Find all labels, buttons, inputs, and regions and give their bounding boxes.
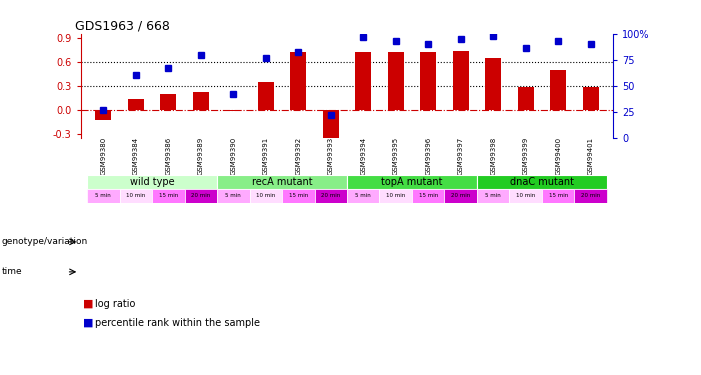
Bar [485, 58, 501, 110]
Text: 15 min: 15 min [418, 193, 438, 198]
Bar [510, 189, 542, 202]
Bar [347, 175, 477, 189]
Text: 15 min: 15 min [158, 193, 178, 198]
Bar [517, 87, 533, 110]
Text: 10 min: 10 min [516, 193, 536, 198]
Text: ■: ■ [83, 299, 93, 309]
Bar [322, 110, 339, 138]
Bar [152, 189, 184, 202]
Bar [315, 189, 347, 202]
Bar [420, 52, 436, 110]
Bar [542, 189, 574, 202]
Bar [282, 189, 315, 202]
Bar [258, 82, 274, 110]
Text: 15 min: 15 min [548, 193, 568, 198]
Bar [217, 189, 250, 202]
Text: GSM99380: GSM99380 [100, 137, 107, 176]
Bar [355, 52, 372, 110]
Text: 10 min: 10 min [256, 193, 275, 198]
Text: ■: ■ [83, 318, 93, 327]
Text: GSM99392: GSM99392 [295, 137, 301, 176]
Bar [250, 189, 282, 202]
Bar [444, 189, 477, 202]
Text: GSM99384: GSM99384 [133, 137, 139, 176]
Text: GSM99389: GSM99389 [198, 137, 204, 176]
Bar [225, 110, 241, 111]
Bar [388, 52, 404, 110]
Text: wild type: wild type [130, 177, 175, 187]
Bar [128, 99, 144, 110]
Text: 20 min: 20 min [321, 193, 341, 198]
Text: 20 min: 20 min [451, 193, 470, 198]
Text: GSM99386: GSM99386 [165, 137, 171, 176]
Text: 5 min: 5 min [485, 193, 501, 198]
Text: recA mutant: recA mutant [252, 177, 313, 187]
Text: GSM99393: GSM99393 [328, 137, 334, 176]
Text: log ratio: log ratio [95, 299, 135, 309]
Text: GSM99401: GSM99401 [587, 137, 594, 176]
Bar [477, 175, 607, 189]
Text: 5 min: 5 min [355, 193, 371, 198]
Bar [453, 51, 469, 110]
Text: 10 min: 10 min [126, 193, 146, 198]
Text: GSM99398: GSM99398 [490, 137, 496, 176]
Text: 5 min: 5 min [95, 193, 111, 198]
Text: GSM99395: GSM99395 [393, 137, 399, 176]
Bar [87, 189, 120, 202]
Text: GSM99391: GSM99391 [263, 137, 268, 176]
Bar [347, 189, 379, 202]
Bar [412, 189, 444, 202]
Bar [583, 87, 599, 110]
Bar [477, 189, 510, 202]
Bar [290, 52, 306, 110]
Bar [95, 110, 111, 120]
Text: GSM99400: GSM99400 [555, 137, 561, 176]
Text: GSM99396: GSM99396 [426, 137, 431, 176]
Text: time: time [1, 267, 22, 276]
Text: GSM99399: GSM99399 [523, 137, 529, 176]
Text: 10 min: 10 min [386, 193, 405, 198]
Text: 20 min: 20 min [581, 193, 600, 198]
Bar [193, 92, 209, 110]
Text: 5 min: 5 min [226, 193, 241, 198]
Text: GSM99397: GSM99397 [458, 137, 463, 176]
Text: GSM99394: GSM99394 [360, 137, 366, 176]
Text: 15 min: 15 min [289, 193, 308, 198]
Text: percentile rank within the sample: percentile rank within the sample [95, 318, 259, 327]
Bar [87, 175, 217, 189]
Text: 20 min: 20 min [191, 193, 210, 198]
Text: GSM99390: GSM99390 [231, 137, 236, 176]
Bar [550, 70, 566, 110]
Bar [120, 189, 152, 202]
Text: GDS1963 / 668: GDS1963 / 668 [75, 20, 170, 33]
Bar [379, 189, 412, 202]
Text: topA mutant: topA mutant [381, 177, 443, 187]
Bar [217, 175, 347, 189]
Bar [161, 94, 177, 110]
Bar [184, 189, 217, 202]
Bar [574, 189, 607, 202]
Text: dnaC mutant: dnaC mutant [510, 177, 574, 187]
Text: genotype/variation: genotype/variation [1, 237, 88, 246]
